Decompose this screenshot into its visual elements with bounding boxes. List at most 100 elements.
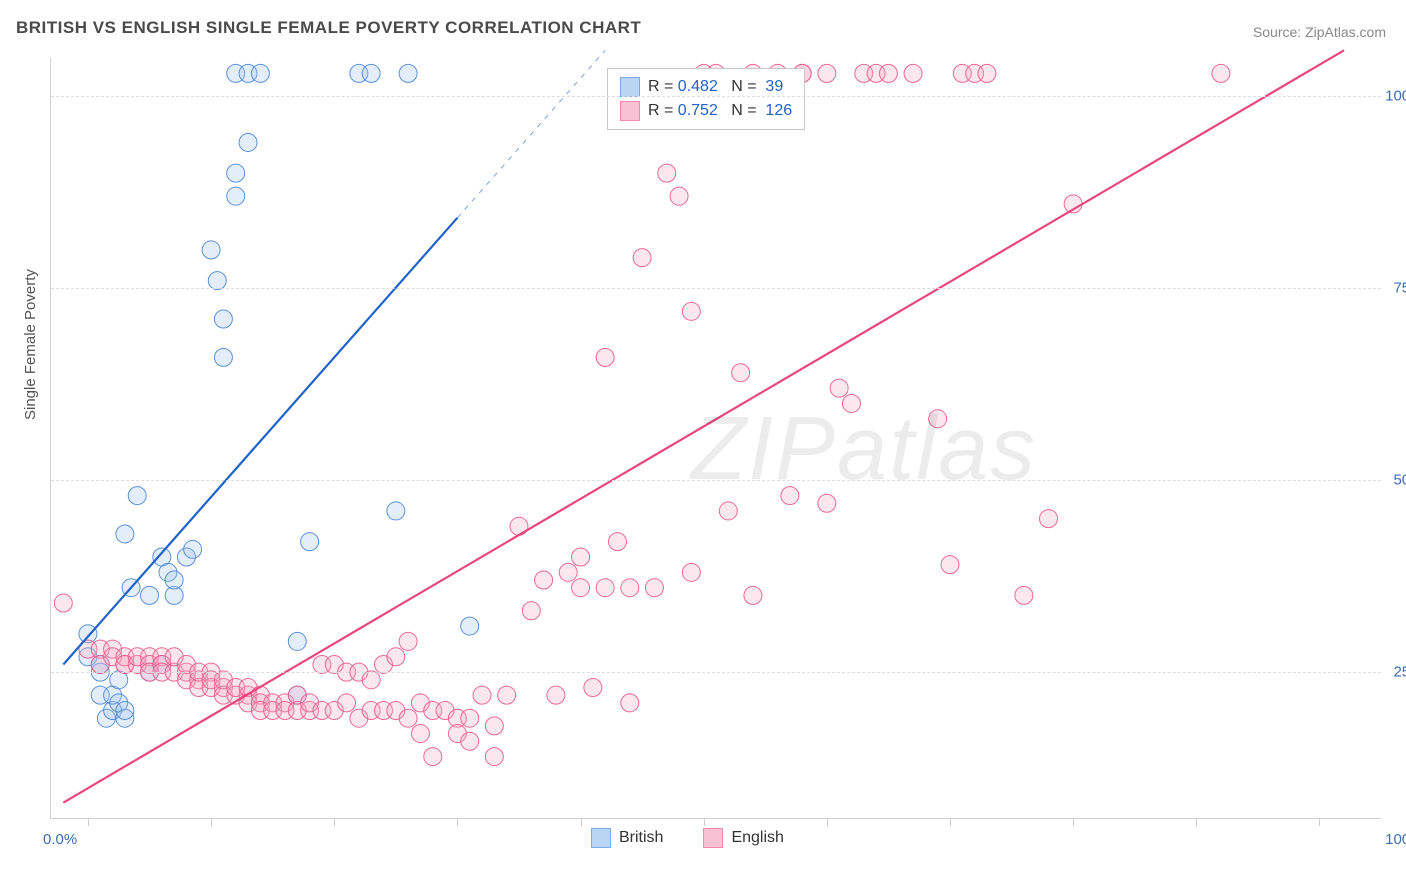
legend-text: R = 0.482 N = 39 (648, 78, 783, 96)
data-point (202, 241, 220, 259)
y-axis-title: Single Female Poverty (22, 269, 39, 420)
data-point (1212, 64, 1230, 82)
trend-line (63, 218, 457, 665)
data-point (978, 64, 996, 82)
data-point (411, 725, 429, 743)
data-point (387, 502, 405, 520)
data-point (473, 686, 491, 704)
trend-line (63, 50, 1344, 802)
legend-bottom-item: English (703, 828, 783, 848)
data-point (461, 617, 479, 635)
data-point (608, 533, 626, 551)
data-point (165, 571, 183, 589)
source-prefix: Source: (1253, 24, 1305, 40)
data-point (214, 310, 232, 328)
data-point (621, 579, 639, 597)
x-tick (1196, 818, 1197, 826)
legend-swatch (620, 77, 640, 97)
x-tick-label-right: 100.0% (1385, 831, 1406, 848)
data-point (633, 249, 651, 267)
x-tick (457, 818, 458, 826)
x-tick (827, 818, 828, 826)
data-point (596, 579, 614, 597)
data-point (842, 394, 860, 412)
x-tick (704, 818, 705, 826)
data-point (128, 487, 146, 505)
data-point (719, 502, 737, 520)
data-point (301, 533, 319, 551)
data-point (645, 579, 663, 597)
data-point (818, 494, 836, 512)
data-point (732, 364, 750, 382)
data-point (781, 487, 799, 505)
data-point (596, 348, 614, 366)
data-point (251, 64, 269, 82)
trend-line-dashed (457, 50, 605, 217)
data-point (54, 594, 72, 612)
legend-text: R = 0.752 N = 126 (648, 102, 792, 120)
data-point (387, 648, 405, 666)
data-point (214, 348, 232, 366)
data-point (116, 525, 134, 543)
data-point (621, 694, 639, 712)
data-point (399, 64, 417, 82)
data-point (682, 563, 700, 581)
data-point (208, 272, 226, 290)
legend-swatch (620, 101, 640, 121)
y-tick-label: 100.0% (1385, 88, 1406, 105)
x-tick (211, 818, 212, 826)
data-point (830, 379, 848, 397)
y-tick-label: 25.0% (1393, 664, 1406, 681)
data-point (744, 586, 762, 604)
data-point (818, 64, 836, 82)
data-point (572, 579, 590, 597)
data-point (362, 64, 380, 82)
x-tick (334, 818, 335, 826)
x-tick (581, 818, 582, 826)
x-tick (950, 818, 951, 826)
data-point (658, 164, 676, 182)
y-tick-label: 75.0% (1393, 280, 1406, 297)
x-tick (1319, 818, 1320, 826)
legend-swatch (703, 828, 723, 848)
source-label: Source: ZipAtlas.com (1253, 24, 1386, 40)
data-point (184, 540, 202, 558)
data-point (510, 517, 528, 535)
data-point (584, 678, 602, 696)
data-point (535, 571, 553, 589)
data-point (227, 187, 245, 205)
data-point (362, 671, 380, 689)
data-point (461, 709, 479, 727)
x-tick (88, 818, 89, 826)
chart-title: BRITISH VS ENGLISH SINGLE FEMALE POVERTY… (16, 18, 641, 38)
x-tick-label-left: 0.0% (43, 831, 77, 848)
grid-line (51, 480, 1381, 481)
legend-swatch (591, 828, 611, 848)
source-name: ZipAtlas.com (1305, 24, 1386, 40)
legend-label: British (619, 829, 663, 847)
data-point (116, 702, 134, 720)
data-point (424, 748, 442, 766)
data-point (338, 694, 356, 712)
data-point (559, 563, 577, 581)
data-point (941, 556, 959, 574)
data-point (904, 64, 922, 82)
data-point (522, 602, 540, 620)
grid-line (51, 96, 1381, 97)
legend-row: R = 0.752 N = 126 (620, 99, 792, 123)
legend-bottom: British English (591, 828, 784, 848)
data-point (461, 732, 479, 750)
x-tick (1073, 818, 1074, 826)
grid-line (51, 288, 1381, 289)
data-point (239, 133, 257, 151)
data-point (1015, 586, 1033, 604)
data-point (929, 410, 947, 428)
data-point (670, 187, 688, 205)
grid-line (51, 672, 1381, 673)
data-point (1040, 510, 1058, 528)
data-point (547, 686, 565, 704)
legend-top: R = 0.482 N = 39 R = 0.752 N = 126 (607, 68, 805, 130)
data-point (288, 632, 306, 650)
data-point (227, 164, 245, 182)
legend-bottom-item: British (591, 828, 663, 848)
